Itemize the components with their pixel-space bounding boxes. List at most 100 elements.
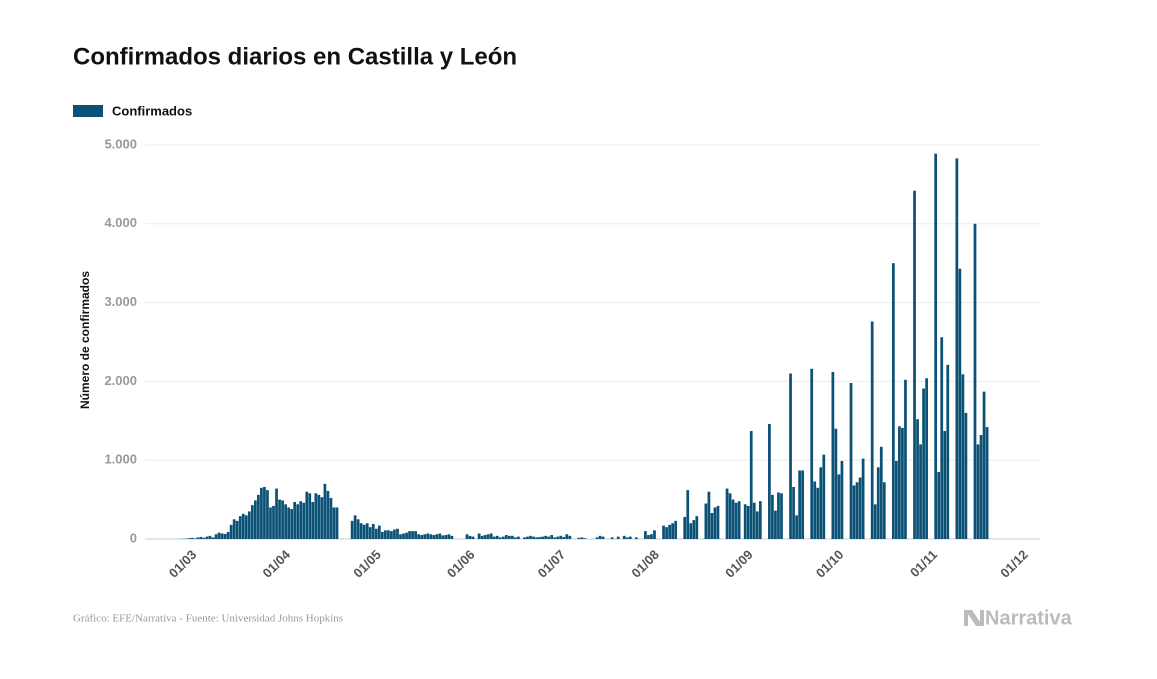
bar <box>272 506 275 539</box>
bar <box>980 435 983 539</box>
bar <box>206 537 209 539</box>
bar <box>668 525 671 539</box>
bar <box>230 525 233 539</box>
x-tick-label: 01/04 <box>260 546 294 580</box>
bar <box>771 495 774 539</box>
bar <box>432 535 435 539</box>
bar <box>962 374 965 539</box>
bar <box>901 428 904 539</box>
bar <box>209 536 212 539</box>
bar <box>275 489 278 539</box>
bar <box>671 523 674 539</box>
bar <box>417 534 420 539</box>
x-tick-label: 01/09 <box>722 547 756 581</box>
bar <box>732 500 735 539</box>
bar <box>402 533 405 539</box>
bar <box>429 534 432 539</box>
bar <box>726 489 729 539</box>
bar <box>871 322 874 539</box>
bar <box>203 538 206 539</box>
bar <box>835 429 838 539</box>
bar <box>517 537 520 539</box>
bar <box>441 535 444 539</box>
bar <box>444 535 447 539</box>
bar <box>493 537 496 539</box>
bar <box>877 467 880 539</box>
bar <box>550 535 553 539</box>
bar <box>780 493 783 539</box>
bar <box>396 529 399 539</box>
bar <box>414 531 417 539</box>
bar <box>508 536 511 539</box>
bar <box>290 509 293 539</box>
bar <box>547 537 550 539</box>
bar <box>584 538 587 539</box>
bar <box>795 515 798 539</box>
bar <box>218 533 221 539</box>
bar <box>360 523 363 539</box>
x-tick-label: 01/12 <box>997 547 1031 581</box>
x-tick-label: 01/07 <box>535 547 569 581</box>
bar <box>596 537 599 539</box>
bar <box>354 515 357 539</box>
bar <box>937 472 940 539</box>
bar <box>919 444 922 539</box>
bar <box>215 534 218 539</box>
bar <box>511 536 514 539</box>
bar <box>653 530 656 539</box>
bar <box>955 158 958 539</box>
bar <box>191 538 194 539</box>
bar <box>466 534 469 539</box>
bar <box>478 533 481 539</box>
x-tick-label: 01/10 <box>813 547 847 581</box>
bar <box>581 537 584 539</box>
y-tick-label: 1.000 <box>104 452 137 467</box>
bar <box>750 431 753 539</box>
bar <box>366 523 369 539</box>
y-tick-label: 4.000 <box>104 215 137 230</box>
bar <box>665 527 668 539</box>
bar <box>822 455 825 539</box>
bar <box>674 521 677 539</box>
bar <box>553 537 556 539</box>
bar <box>874 504 877 539</box>
bar <box>774 511 777 539</box>
bar <box>635 537 638 539</box>
bar <box>650 534 653 539</box>
y-tick-label: 5.000 <box>104 136 137 151</box>
bar <box>321 497 324 539</box>
bar <box>314 493 317 539</box>
bar <box>514 537 517 539</box>
bar <box>481 536 484 539</box>
bar <box>895 461 898 539</box>
bar <box>629 537 632 539</box>
bar <box>532 537 535 539</box>
bar <box>381 532 384 539</box>
bar <box>832 372 835 539</box>
bar <box>405 533 408 539</box>
bar <box>284 504 287 539</box>
bar <box>934 154 937 539</box>
bar <box>308 493 311 539</box>
bar <box>974 224 977 539</box>
bar <box>448 534 451 539</box>
bar <box>562 537 565 539</box>
bar <box>738 501 741 539</box>
bar <box>187 538 190 539</box>
bar <box>393 530 396 539</box>
bar <box>946 365 949 539</box>
bar <box>529 536 532 539</box>
bar <box>333 507 336 539</box>
bar <box>266 490 269 539</box>
bar <box>523 537 526 539</box>
bar <box>977 444 980 539</box>
bar <box>708 492 711 539</box>
bar <box>883 482 886 539</box>
bar <box>965 413 968 539</box>
bar <box>983 392 986 539</box>
bar <box>904 380 907 539</box>
bar <box>408 531 411 539</box>
bar <box>505 535 508 539</box>
y-tick-label: 3.000 <box>104 294 137 309</box>
